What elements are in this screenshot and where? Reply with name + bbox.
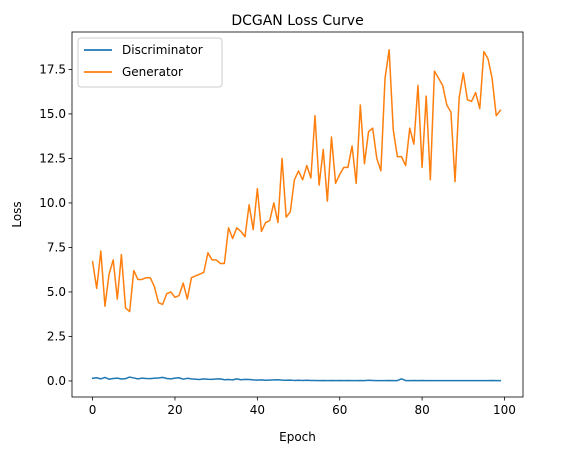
y-tick-label: 7.5 bbox=[47, 241, 66, 255]
plot-lines bbox=[91, 49, 502, 382]
series-line-discriminator bbox=[91, 376, 502, 382]
y-tick-label: 17.5 bbox=[39, 63, 66, 77]
x-tick-label: 80 bbox=[414, 403, 429, 417]
legend: Discriminator Generator bbox=[77, 37, 223, 88]
x-axis: 0 20 40 60 80 100 bbox=[89, 397, 516, 417]
y-tick-label: 15.0 bbox=[39, 107, 66, 121]
y-tick-label: 5.0 bbox=[47, 285, 66, 299]
x-axis-label: Epoch bbox=[279, 430, 316, 444]
series-line-generator bbox=[91, 49, 502, 313]
legend-box bbox=[77, 37, 223, 88]
legend-label-discriminator: Discriminator bbox=[122, 43, 203, 57]
chart-title: DCGAN Loss Curve bbox=[231, 13, 363, 29]
x-tick-label: 0 bbox=[89, 403, 97, 417]
y-tick-label: 10.0 bbox=[39, 196, 66, 210]
legend-label-generator: Generator bbox=[122, 65, 183, 79]
plot-frame bbox=[71, 31, 524, 398]
x-tick-label: 60 bbox=[332, 403, 347, 417]
y-axis: 0.0 2.5 5.0 7.5 10.0 12.5 15.0 17.5 bbox=[39, 63, 72, 388]
y-tick-label: 2.5 bbox=[47, 330, 66, 344]
x-tick-label: 20 bbox=[167, 403, 182, 417]
x-tick-label: 100 bbox=[493, 403, 516, 417]
x-tick-label: 40 bbox=[250, 403, 265, 417]
y-axis-label: Loss bbox=[10, 201, 24, 227]
y-tick-label: 12.5 bbox=[39, 152, 66, 166]
y-tick-label: 0.0 bbox=[47, 374, 66, 388]
